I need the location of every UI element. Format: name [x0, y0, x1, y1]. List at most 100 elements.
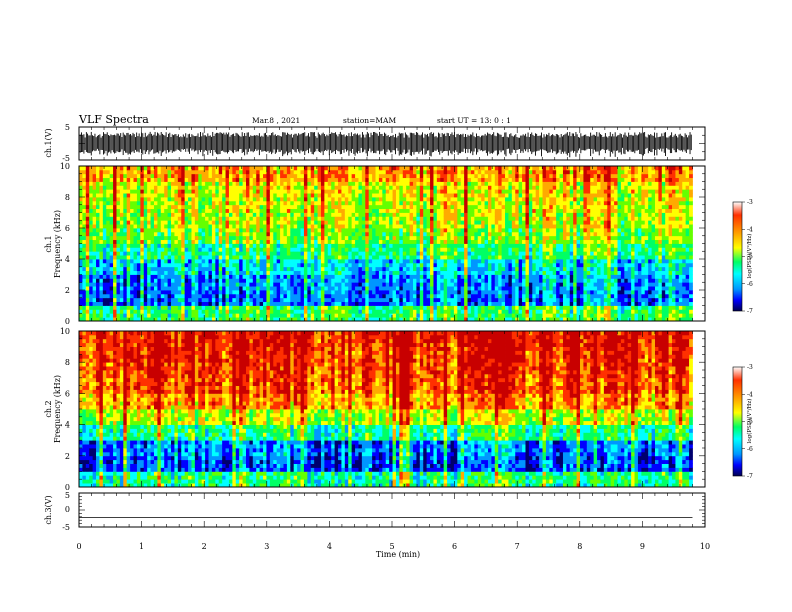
spectrogram-cell	[317, 297, 322, 303]
spectrogram-cell	[314, 270, 318, 275]
spectrogram-cell	[338, 197, 342, 202]
spectrogram-cell	[160, 193, 165, 198]
spectrogram-cell	[300, 189, 305, 194]
spectrogram-cell	[355, 181, 359, 186]
spectrogram-cell	[92, 301, 97, 306]
spectrogram-cell	[392, 177, 397, 182]
spectrogram-cell	[320, 166, 325, 171]
spectrogram-cell	[130, 177, 134, 182]
spectrogram-cell	[228, 212, 233, 217]
spectrogram-cell	[382, 166, 387, 171]
spectrogram-cell	[389, 278, 393, 283]
spectrogram-cell	[368, 247, 373, 252]
spectrogram-cell	[150, 177, 155, 182]
spectrogram-cell	[419, 251, 424, 256]
spectrogram-cell	[351, 247, 356, 252]
spectrogram-cell	[303, 231, 308, 237]
spectrogram-cell	[389, 251, 393, 256]
spectrogram-cell	[300, 169, 305, 175]
spectrogram-cell	[208, 239, 213, 244]
spectrogram-cell	[130, 278, 134, 283]
spectrogram-cell	[256, 266, 261, 272]
spectrogram-cell	[283, 220, 288, 225]
spectrogram-cell	[433, 208, 438, 213]
spectrogram-cell	[259, 228, 264, 233]
spectrogram-cell	[395, 278, 400, 283]
spectrogram-cell	[419, 235, 424, 241]
spectrogram-cell	[348, 243, 353, 248]
spectrogram-cell	[147, 309, 151, 314]
spectrogram-cell	[297, 181, 301, 186]
spectrogram-cell	[395, 282, 400, 287]
spectrogram-cell	[136, 204, 141, 210]
spectrogram-cell	[341, 173, 346, 179]
header-start-time: start UT = 13: 0 : 1	[437, 116, 511, 125]
spectrogram-cell	[344, 251, 349, 256]
spectrogram-cell	[160, 239, 165, 244]
spectrogram-cell	[385, 189, 390, 194]
spectrogram-cell	[378, 286, 383, 291]
spectrogram-cell	[280, 228, 284, 233]
spectrogram-cell	[423, 270, 428, 275]
spectrogram-cell	[395, 197, 400, 202]
spectrogram-cell	[259, 200, 264, 206]
spectrogram-cell	[239, 262, 243, 268]
spectrogram-cell	[447, 173, 451, 179]
spectrogram-cell	[382, 193, 387, 198]
spectrogram-cell	[252, 220, 257, 225]
spectrogram-cell	[143, 181, 148, 186]
spectrogram-cell	[99, 235, 104, 241]
spectrogram-cell	[218, 197, 223, 202]
spectrogram-cell	[382, 255, 387, 260]
spectrogram-cell	[310, 293, 315, 299]
spectrogram-cell	[436, 220, 441, 225]
spectrogram-cell	[79, 255, 83, 260]
spectrogram-cell	[157, 247, 162, 252]
spectrogram-cell	[85, 317, 90, 322]
spectrogram-cell	[252, 309, 257, 314]
spectrogram-cell	[443, 278, 448, 283]
spectrogram-cell	[392, 216, 397, 221]
spectrogram-cell	[395, 193, 400, 198]
spectrogram-cell	[249, 282, 254, 287]
spectrogram-cell	[85, 313, 90, 318]
spectrogram-cell	[147, 173, 151, 179]
spectrogram-cell	[85, 173, 90, 179]
spectrogram-cell	[106, 301, 111, 306]
spectrogram-cell	[106, 228, 111, 233]
spectrogram-cell	[382, 317, 387, 322]
spectrogram-cell	[256, 301, 261, 306]
spectrogram-cell	[389, 297, 393, 303]
spectrogram-cell	[361, 208, 366, 213]
spectrogram-cell	[246, 251, 250, 256]
spectrogram-cell	[147, 169, 151, 175]
spectrogram-cell	[310, 181, 315, 186]
spectrogram-cell	[389, 200, 393, 206]
spectrogram-cell	[413, 197, 417, 202]
spectrogram-cell	[389, 169, 393, 175]
spectrogram-cell	[205, 173, 209, 179]
spectrogram-cell	[136, 220, 141, 225]
spectrogram-cell	[89, 243, 94, 248]
spectrogram-cell	[113, 189, 117, 194]
spectrogram-cell	[171, 239, 175, 244]
spectrogram-cell	[222, 309, 226, 314]
spectrogram-cell	[249, 185, 254, 190]
spectrogram-cell	[402, 212, 407, 217]
spectrogram-cell	[334, 208, 339, 213]
spectrogram-cell	[181, 220, 186, 225]
spectrogram-cell	[440, 169, 445, 175]
spectrogram-cell	[338, 181, 342, 186]
spectrogram-cell	[263, 220, 267, 225]
spectrogram-cell	[300, 166, 305, 171]
spectrogram-cell	[150, 305, 155, 310]
spectrogram-cell	[283, 243, 288, 248]
spectrogram-cell	[205, 286, 209, 291]
spectrogram-cell	[239, 231, 243, 237]
spectrogram-cell	[256, 243, 261, 248]
spectrogram-cell	[184, 243, 189, 248]
spectrogram-cell	[276, 231, 281, 237]
spectrogram-cell	[392, 317, 397, 322]
spectrogram-cell	[85, 216, 90, 221]
spectrogram-cell	[218, 293, 223, 299]
